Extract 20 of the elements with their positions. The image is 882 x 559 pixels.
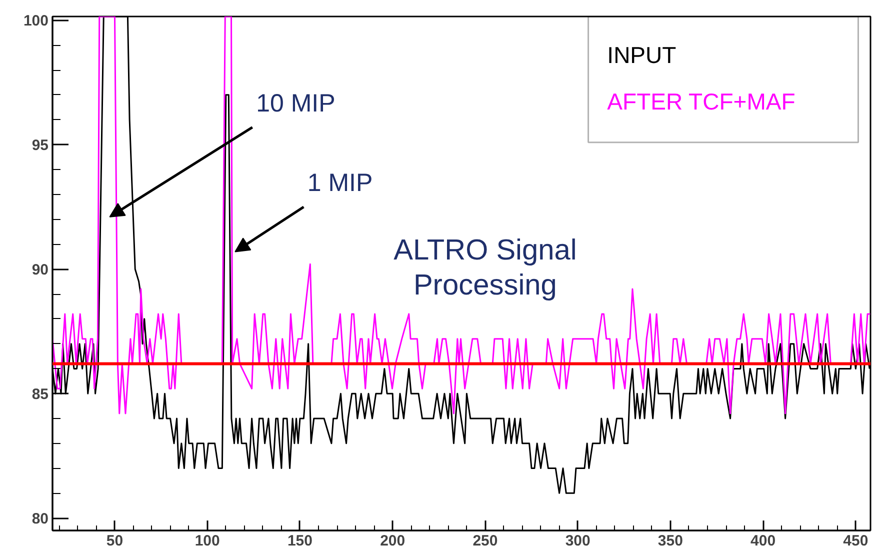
- x-tick-label: 150: [287, 532, 312, 550]
- y-tick-label: 95: [32, 137, 49, 154]
- y-tick-label: 85: [32, 386, 49, 404]
- x-tick-label: 350: [658, 532, 683, 550]
- x-tick-label: 200: [380, 532, 406, 550]
- text: INPUT: [607, 42, 676, 68]
- x-tick-label: 250: [472, 532, 498, 550]
- x-tick-label: 300: [565, 532, 590, 550]
- x-tick-label: 450: [843, 532, 868, 550]
- line-series: [52, 16, 870, 414]
- y-tick-label: 100: [23, 12, 49, 30]
- annotation: ALTRO Signal Processing: [394, 234, 577, 302]
- text: AFTER TCF+MAF: [607, 88, 796, 114]
- x-tick-label: 400: [750, 532, 776, 550]
- annotation: 1 MIP: [307, 168, 373, 197]
- y-tick-label: 90: [32, 262, 49, 279]
- x-tick-label: 50: [106, 532, 124, 550]
- annotation: 10 MIP: [256, 89, 336, 118]
- y-tick-label: 80: [32, 510, 49, 528]
- x-tick-label: 100: [194, 532, 220, 550]
